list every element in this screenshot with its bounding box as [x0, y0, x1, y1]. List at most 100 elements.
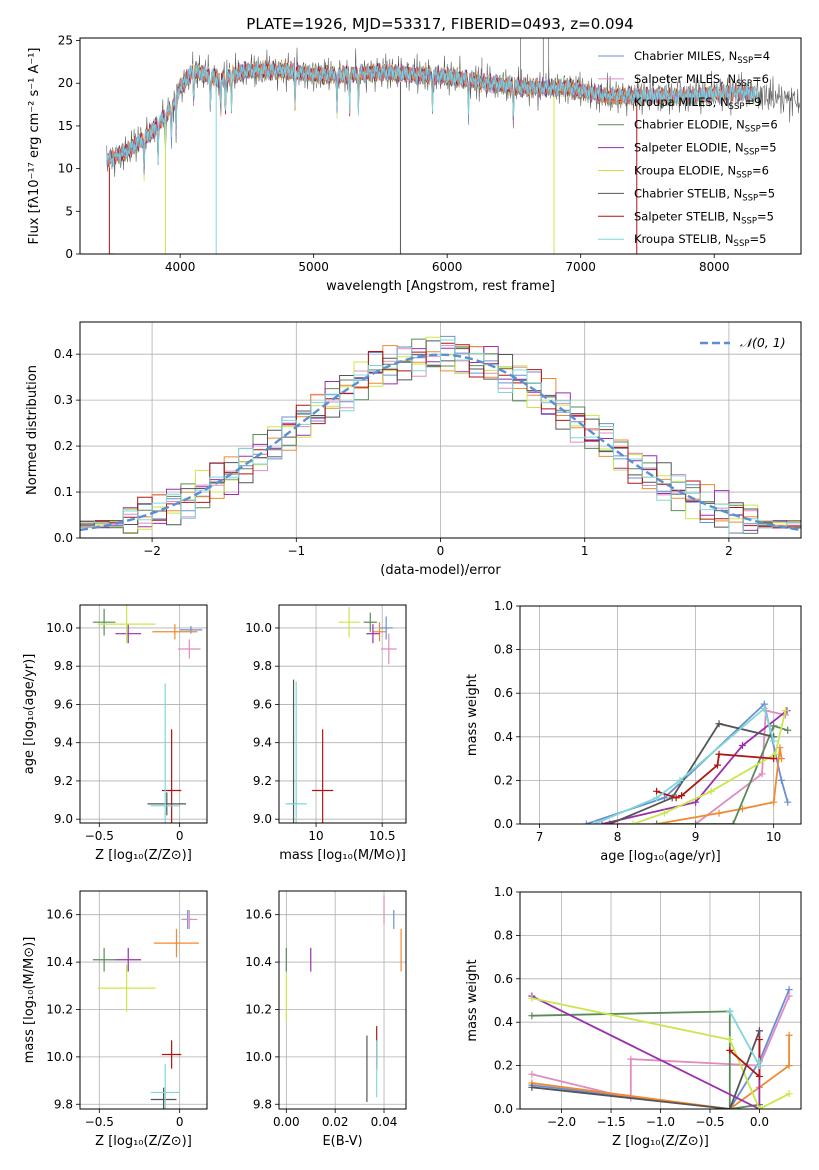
- weight-marker: [653, 794, 661, 802]
- weight-marker: [528, 1012, 536, 1020]
- spectrum-line-8: [106, 60, 759, 168]
- x-tick-label: −1.0: [646, 1115, 675, 1129]
- y-tick-label: 9.4: [253, 736, 272, 750]
- y-tick-label: 0.4: [494, 1015, 513, 1029]
- weight-marker: [785, 1062, 793, 1070]
- weight-marker: [785, 1031, 793, 1039]
- weight-marker: [692, 820, 700, 824]
- weight-line-8: [729, 1010, 761, 1067]
- weight-marker: [528, 1083, 536, 1091]
- y-tick-label: 9.0: [54, 812, 73, 826]
- x-tick-label: 0.00: [273, 1115, 300, 1129]
- y-tick-label: 0.0: [494, 1102, 513, 1116]
- x-axis-label: E(B-V): [322, 1134, 362, 1149]
- x-axis-label: Z [log₁₀(Z/Z⊙)]: [612, 1134, 709, 1149]
- weight-line-3: [656, 724, 788, 824]
- x-tick-label: 9: [692, 830, 700, 844]
- x-tick-label: 4000: [165, 260, 196, 274]
- weight-marker: [755, 1057, 763, 1065]
- y-tick-label: 9.2: [54, 774, 73, 788]
- x-tick-label: 1: [581, 544, 589, 558]
- y-tick-label: 0.4: [494, 730, 513, 744]
- plot-area: [92, 909, 199, 1109]
- weight-marker: [755, 1027, 763, 1035]
- y-tick-label: 10.0: [46, 621, 73, 635]
- weight-marker: [777, 776, 785, 784]
- x-tick-label: 8000: [699, 260, 730, 274]
- weight-marker: [590, 820, 598, 824]
- x-tick-label: 0.0: [750, 1115, 769, 1129]
- weight-marker: [715, 750, 723, 758]
- weight-marker: [629, 820, 637, 824]
- x-tick-label: −0.5: [695, 1115, 724, 1129]
- residuals-panel: −2 −1 0 1 2 0.0 0.1 0.2 0.3 0.4 (data-model)/error…: [25, 321, 802, 578]
- weight-marker: [676, 776, 684, 784]
- x-tick-label: 0.04: [371, 1115, 398, 1129]
- y-tick-label: 10.2: [245, 1002, 272, 1016]
- legend-entry: Kroupa STELIB, NSSP=5: [634, 232, 766, 249]
- x-axis-label: Z [log₁₀(Z/Z⊙)]: [95, 1134, 192, 1149]
- x-tick-label: 8: [614, 830, 622, 844]
- weight-marker: [770, 798, 778, 806]
- weight-marker: [715, 809, 723, 817]
- y-tick-label: 5: [65, 204, 73, 218]
- plot-area: [285, 606, 397, 823]
- weight-vs-age-panel: 7 8 9 10 0.0 0.2 0.4 0.6 0.8 1.0 age [log₁₀(age/yr…: [465, 599, 802, 864]
- plot-area: [92, 605, 203, 823]
- weight-vs-metallicity-panel: −2.0 −1.5 −1.0 −0.5 0.0 0.0 0.2 0.4 0.6 0.8 1.0 Z […: [465, 885, 802, 1149]
- y-tick-label: 9.8: [54, 659, 73, 673]
- x-tick-label: 0: [437, 544, 445, 558]
- x-tick-label: 0: [176, 1115, 184, 1129]
- y-axis-label: mass [log₁₀(M/M⊙)]: [22, 937, 37, 1064]
- axes-frame: [519, 605, 802, 825]
- x-tick-label: 7: [536, 830, 544, 844]
- plot-area: [80, 335, 801, 534]
- x-axis-label: (data-model)/error: [380, 563, 501, 578]
- weight-marker: [726, 1105, 734, 1109]
- y-tick-label: 15: [58, 119, 73, 133]
- legend-entry: 𝒩(0, 1): [740, 335, 786, 350]
- y-tick-label: 25: [58, 34, 73, 48]
- y-tick-label: 20: [58, 76, 73, 90]
- x-tick-label: 5000: [298, 260, 329, 274]
- weight-marker: [781, 707, 789, 715]
- y-tick-label: 0.0: [54, 531, 73, 545]
- x-tick-label: −2: [143, 544, 161, 558]
- weight-marker: [755, 1072, 763, 1080]
- legend-entry: Chabrier ELODIE, NSSP=6: [634, 118, 778, 135]
- plot-area: [285, 895, 402, 1102]
- x-tick-label: 0.02: [322, 1115, 349, 1129]
- weight-line-3: [531, 1010, 760, 1109]
- x-tick-label: −1: [287, 544, 305, 558]
- weight-line-7: [656, 753, 774, 799]
- weight-marker: [627, 1055, 635, 1063]
- legend-entry: Kroupa MILES, NSSP=9: [634, 95, 761, 112]
- x-tick-label: 0: [176, 829, 184, 843]
- y-axis-label: mass weight: [465, 959, 480, 1041]
- weight-marker: [528, 994, 536, 1002]
- x-axis-label: Z [log₁₀(Z/Z⊙)]: [95, 848, 192, 863]
- axes-frame: [79, 890, 208, 1110]
- weight-marker: [785, 1090, 793, 1098]
- plot-area: [106, 38, 800, 254]
- plot-area: [582, 700, 792, 824]
- weight-line-8: [593, 706, 775, 824]
- y-tick-label: 9.6: [253, 697, 272, 711]
- x-tick-label: 10: [766, 830, 781, 844]
- y-tick-label: 0: [65, 247, 73, 261]
- y-tick-label: 9.8: [253, 659, 272, 673]
- axes-frame: [79, 604, 208, 824]
- x-tick-label: −0.5: [85, 829, 114, 843]
- weight-marker: [672, 794, 680, 802]
- weight-marker: [784, 726, 792, 734]
- y-tick-label: 10.0: [245, 1050, 272, 1064]
- normal-reference-curve: [80, 353, 801, 532]
- histogram-series-3: [80, 338, 801, 534]
- mass-vs-extinction-panel: 0.00 0.02 0.04 9.8 10.0 10.2 10.4 10.6 E(B-V): [245, 890, 407, 1149]
- figure-title: PLATE=1926, MJD=53317, FIBERID=0493, z=0…: [246, 15, 633, 33]
- y-axis-label: Normed distribution: [25, 365, 40, 495]
- y-tick-label: 9.4: [54, 736, 73, 750]
- axes-frame: [79, 37, 802, 255]
- weight-marker: [606, 820, 614, 824]
